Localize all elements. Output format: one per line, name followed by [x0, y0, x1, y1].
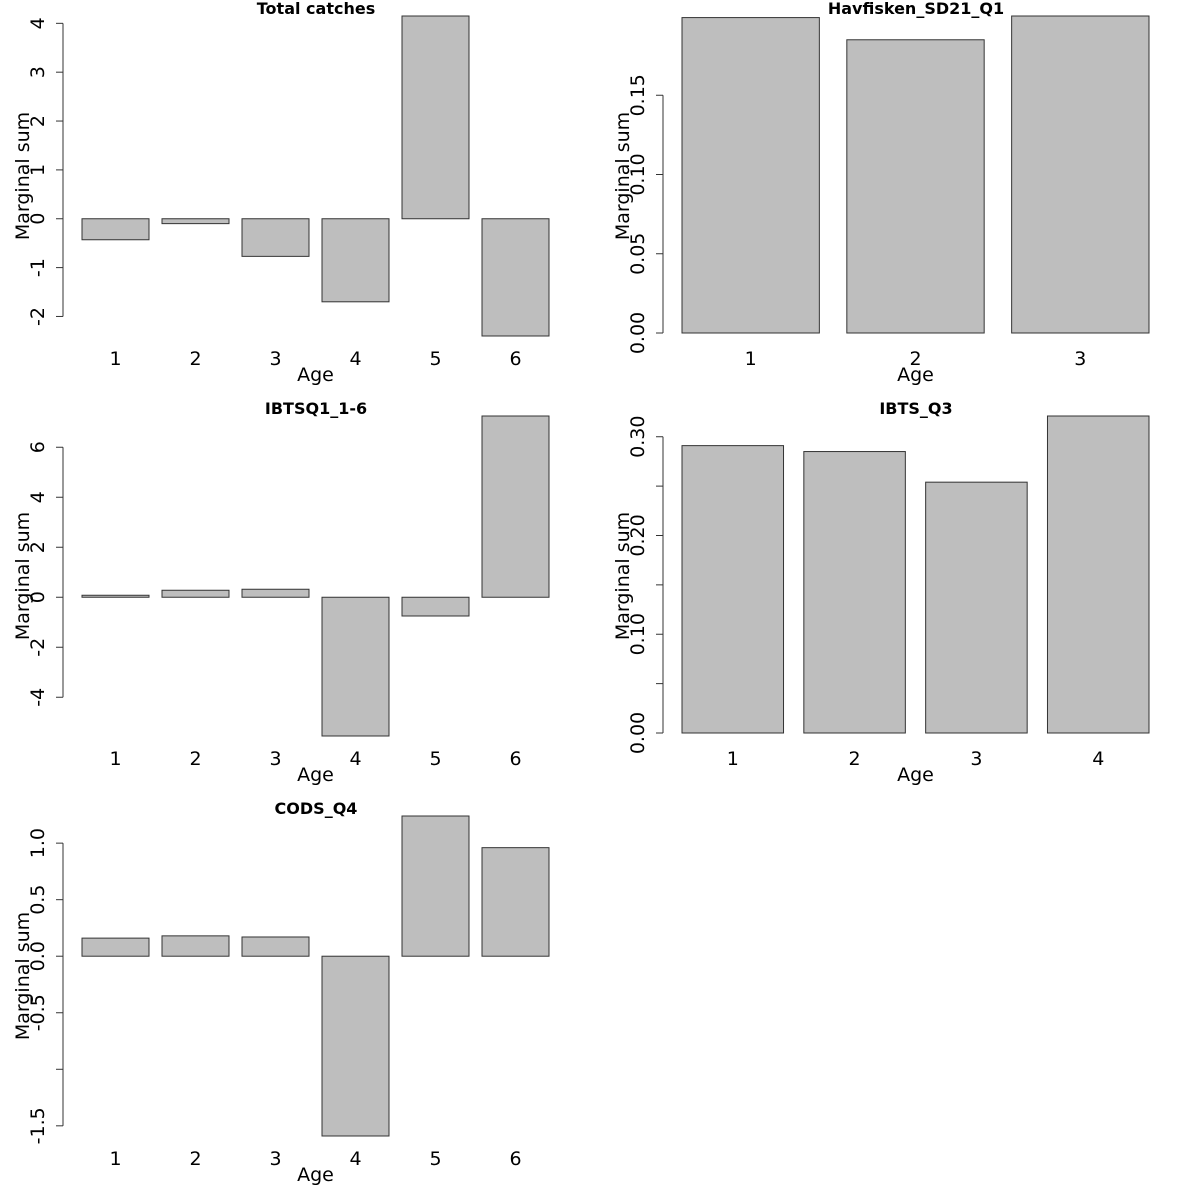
y-tick-label: 4 [27, 491, 49, 503]
y-tick-label: 0 [27, 591, 49, 603]
bar [481, 415, 550, 598]
bar [481, 218, 550, 337]
y-tick-label: -2 [27, 307, 49, 326]
x-axis-title: Age [897, 764, 934, 786]
y-tick-label: 0 [27, 213, 49, 225]
x-tick-label: 6 [509, 748, 521, 770]
x-axis-title: Age [897, 364, 934, 386]
y-axis-title: Marginal sum [612, 512, 634, 640]
y-axis-title: Marginal sum [12, 912, 34, 1040]
x-tick-label: 4 [1092, 748, 1104, 770]
bar [241, 218, 310, 257]
y-tick-label: 0.00 [627, 712, 649, 754]
x-tick-label: 3 [269, 1148, 281, 1170]
chart-panel: CODS_Q4 1 2 3 4 5 6 -1.5 -0.5 0.0 0.5 1.0 Age Margina… [12, 799, 550, 1186]
x-tick-label: 5 [429, 748, 441, 770]
x-tick-label: 3 [269, 348, 281, 370]
chart-panel: Havfisken_SD21_Q1 1 2 3 0.00 0.05 0.10 0.15 Age M… [612, 0, 1150, 386]
x-tick-label: 1 [109, 348, 121, 370]
x-tick-label: 1 [109, 1148, 121, 1170]
y-tick-label: 0.10 [627, 153, 649, 195]
y-tick-label: 6 [27, 441, 49, 453]
y-tick-label: 0.10 [627, 613, 649, 655]
y-tick-label: 2 [27, 541, 49, 553]
bar [321, 596, 390, 737]
bar [161, 935, 230, 957]
y-tick-label: 0.05 [627, 233, 649, 275]
y-tick-label: 4 [27, 17, 49, 29]
y-tick-label: 1 [27, 164, 49, 176]
x-tick-label: 2 [189, 348, 201, 370]
bar [241, 936, 310, 957]
x-tick-label: 2 [909, 348, 921, 370]
bar [401, 596, 470, 617]
y-tick-label: 1.0 [27, 828, 49, 858]
x-tick-label: 1 [745, 348, 757, 370]
bar [321, 955, 390, 1137]
bar [846, 39, 985, 334]
chart-panel: IBTSQ1_1-6 1 2 3 4 5 6 -4 -2 0 2 4 6 Age Marginal sum [12, 399, 550, 786]
bar [81, 937, 150, 957]
x-tick-label: 6 [509, 348, 521, 370]
x-tick-label: 4 [349, 348, 361, 370]
x-axis-title: Age [297, 1164, 334, 1186]
x-tick-label: 3 [970, 748, 982, 770]
y-tick-label: 3 [27, 66, 49, 78]
chart-panel: IBTS_Q3 1 2 3 4 0.00 0.10 0.20 0.30 Age Marginal s… [612, 399, 1150, 786]
bar [1046, 415, 1150, 734]
bar [161, 589, 230, 598]
chart-panel: Total catches 1 2 3 4 5 6 -2 -1 0 1 2 3 4 Age Marginal … [12, 0, 550, 386]
x-axis-title: Age [297, 364, 334, 386]
y-tick-label: -1.5 [27, 1107, 49, 1144]
y-axis-title: Marginal sum [12, 512, 34, 640]
chart-title: IBTSQ1_1-6 [265, 399, 367, 418]
x-tick-label: 5 [429, 348, 441, 370]
y-tick-label: 0.00 [627, 312, 649, 354]
bar [681, 445, 785, 734]
x-tick-label: 3 [269, 748, 281, 770]
y-tick-label: -2 [27, 638, 49, 657]
y-tick-label: 0.30 [627, 416, 649, 458]
y-axis-title: Marginal sum [612, 112, 634, 240]
x-tick-label: 6 [509, 1148, 521, 1170]
y-tick-label: -1 [27, 258, 49, 277]
y-tick-label: -0.5 [27, 994, 49, 1031]
bar [925, 481, 1028, 734]
x-tick-label: 2 [849, 748, 861, 770]
bar [321, 218, 390, 303]
y-tick-label: 2 [27, 115, 49, 127]
bar [241, 588, 310, 598]
chart-title: Havfisken_SD21_Q1 [828, 0, 1004, 18]
bar [81, 218, 150, 241]
x-tick-label: 1 [727, 748, 739, 770]
bar [401, 815, 470, 957]
x-tick-label: 4 [349, 748, 361, 770]
bar [681, 17, 820, 334]
x-tick-label: 5 [429, 1148, 441, 1170]
y-tick-label: 0.0 [27, 941, 49, 971]
x-tick-label: 2 [189, 748, 201, 770]
y-axis-title: Marginal sum [12, 112, 34, 240]
bar [81, 594, 150, 598]
x-tick-label: 3 [1074, 348, 1086, 370]
bar [803, 451, 906, 734]
y-tick-label: 0.20 [627, 514, 649, 556]
x-tick-label: 4 [349, 1148, 361, 1170]
bar [1011, 15, 1150, 334]
y-tick-label: -4 [27, 688, 49, 707]
y-tick-label: 0.15 [627, 74, 649, 116]
x-tick-label: 2 [189, 1148, 201, 1170]
chart-title: Total catches [257, 0, 375, 18]
bar [401, 15, 470, 220]
y-tick-label: 0.5 [27, 885, 49, 915]
x-axis-title: Age [297, 764, 334, 786]
bar [161, 218, 230, 225]
chart-title: CODS_Q4 [275, 799, 358, 818]
x-tick-label: 1 [109, 748, 121, 770]
bar [481, 847, 550, 957]
chart-title: IBTS_Q3 [879, 399, 952, 418]
